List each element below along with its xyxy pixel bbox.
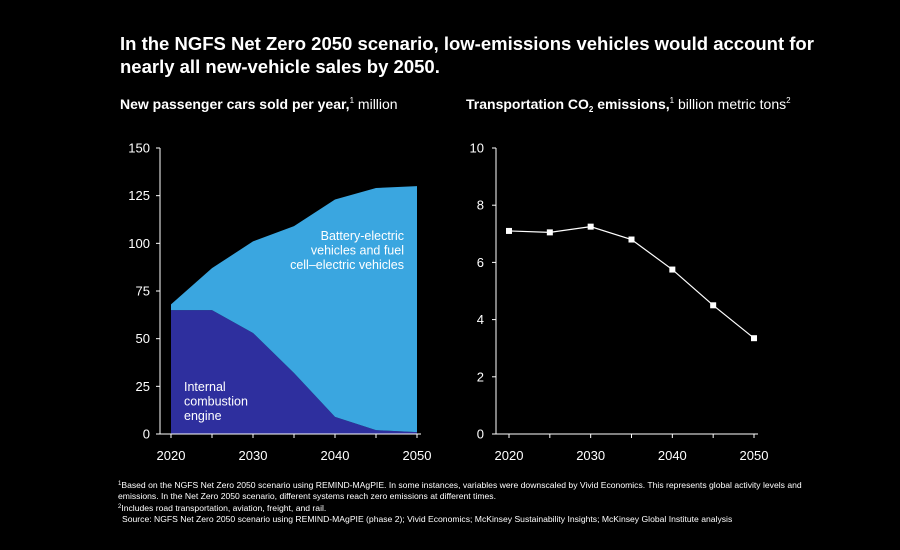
label-battery-electric-vehicles: Battery-electric xyxy=(321,229,404,243)
area-series-0 xyxy=(171,310,417,434)
left-x-tick-label: 2020 xyxy=(157,448,186,463)
right-y-tick-label: 4 xyxy=(477,312,484,327)
right-y-tick-label: 0 xyxy=(477,427,484,442)
left-chart-title-footnote-mark: 1 xyxy=(349,96,355,105)
left-y-tick-label: 25 xyxy=(136,379,150,394)
left-x-tick-label: 2050 xyxy=(403,448,432,463)
right-y-tick-label: 8 xyxy=(477,198,484,213)
area-series-1 xyxy=(171,186,417,433)
emissions-point xyxy=(546,229,553,236)
right-y-tick-label: 10 xyxy=(470,141,484,156)
emissions-point xyxy=(506,227,512,234)
emissions-point xyxy=(751,335,757,342)
right-chart-title-bold: Transportation CO2 emissions, xyxy=(466,96,670,114)
left-x-tick-label: 2030 xyxy=(239,448,268,463)
label-internal-combustion-engine: engine xyxy=(184,409,222,423)
left-x-tick-label: 2040 xyxy=(321,448,350,463)
source-note: Source: NGFS Net Zero 2050 scenario usin… xyxy=(122,514,733,524)
left-y-tick-label: 75 xyxy=(136,284,150,299)
left-chart-title-bold: New passenger cars sold per year, xyxy=(120,96,350,112)
right-chart-title-unit: billion metric tons xyxy=(674,96,787,112)
emissions-point xyxy=(628,236,635,243)
footnotes: 1Based on the NGFS Net Zero 2050 scenari… xyxy=(118,479,808,525)
emissions-line xyxy=(508,226,755,339)
right-x-tick-label: 2050 xyxy=(740,448,769,463)
right-chart-title-subscript: 2 xyxy=(588,105,594,114)
left-chart-title-unit: million xyxy=(354,96,398,112)
label-internal-combustion-engine: combustion xyxy=(184,395,248,409)
right-x-tick-label: 2030 xyxy=(576,448,605,463)
left-chart-title: New passenger cars sold per year,1 milli… xyxy=(120,96,398,112)
right-y-tick-label: 2 xyxy=(477,369,484,384)
left-y-tick-label: 50 xyxy=(136,331,150,346)
right-x-tick-label: 2020 xyxy=(495,448,524,463)
emissions-point xyxy=(669,266,676,273)
right-chart-title: Transportation CO2 emissions,1 billion m… xyxy=(466,96,791,114)
left-y-tick-label: 100 xyxy=(128,236,150,251)
left-y-tick-label: 125 xyxy=(128,188,150,203)
label-internal-combustion-engine: Internal xyxy=(184,380,226,394)
emissions-point xyxy=(587,223,594,230)
emissions-point xyxy=(710,302,717,309)
footnote-2: 2Includes road transportation, aviation,… xyxy=(118,503,327,513)
right-y-tick-label: 6 xyxy=(477,255,484,270)
left-y-tick-label: 0 xyxy=(143,427,150,442)
right-chart-title-footnote-mark-2: 2 xyxy=(786,96,791,105)
right-chart-title-footnote-mark: 1 xyxy=(669,96,675,105)
label-battery-electric-vehicles: vehicles and fuel xyxy=(311,244,404,258)
right-x-tick-label: 2040 xyxy=(658,448,687,463)
left-y-tick-label: 150 xyxy=(128,141,150,156)
headline: In the NGFS Net Zero 2050 scenario, low-… xyxy=(120,33,814,77)
label-battery-electric-vehicles: cell–electric vehicles xyxy=(290,258,404,272)
footnote-1: 1Based on the NGFS Net Zero 2050 scenari… xyxy=(118,480,802,501)
